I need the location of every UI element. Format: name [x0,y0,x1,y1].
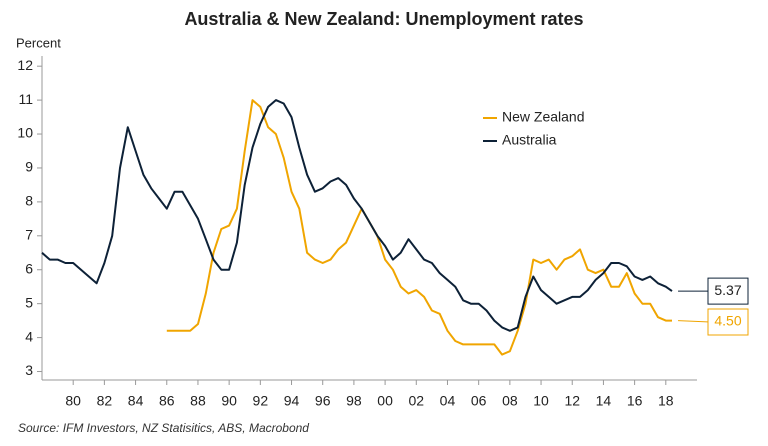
x-tick-label: 92 [253,393,269,409]
label-pointer [678,320,711,323]
x-tick-label: 98 [346,393,362,409]
y-tick-label: 6 [25,260,33,276]
y-tick-label: 8 [25,193,33,209]
y-tick-label: 3 [25,362,33,378]
x-tick-label: 90 [221,393,237,409]
x-tick-label: 04 [440,393,456,409]
x-tick-label: 94 [284,393,300,409]
chart-title: Australia & New Zealand: Unemployment ra… [184,9,583,29]
source: Source: IFM Investors, NZ Statisitics, A… [18,421,309,435]
x-tick-label: 08 [502,393,518,409]
x-tick-label: 02 [408,393,424,409]
y-axis-label: Percent [16,35,61,50]
y-tick-label: 12 [17,57,33,73]
x-tick-label: 88 [190,393,206,409]
legend-label: New Zealand [502,109,585,125]
x-tick-label: 00 [377,393,393,409]
end-label: 5.37 [714,282,741,298]
x-tick-label: 16 [627,393,643,409]
line-series [41,99,673,332]
y-tick-label: 9 [25,159,33,175]
x-tick-label: 96 [315,393,331,409]
label-box [707,277,749,305]
x-tick-label: 86 [159,393,175,409]
x-tick-label: 06 [471,393,487,409]
x-tick-label: 82 [97,393,113,409]
x-tick-label: 84 [128,393,144,409]
line-series [166,99,672,356]
y-tick-label: 10 [17,125,33,141]
x-tick-label: 14 [596,393,612,409]
end-label: 4.50 [714,313,741,329]
x-tick-label: 80 [65,393,81,409]
legend-label: Australia [502,132,557,148]
x-tick-label: 10 [533,393,549,409]
y-tick-label: 11 [18,91,33,107]
y-tick-label: 7 [25,227,33,243]
x-tick-label: 18 [658,393,674,409]
y-tick-label: 4 [25,328,33,344]
x-tick-label: 12 [564,393,580,409]
label-box [707,308,749,336]
y-tick-label: 5 [25,294,33,310]
